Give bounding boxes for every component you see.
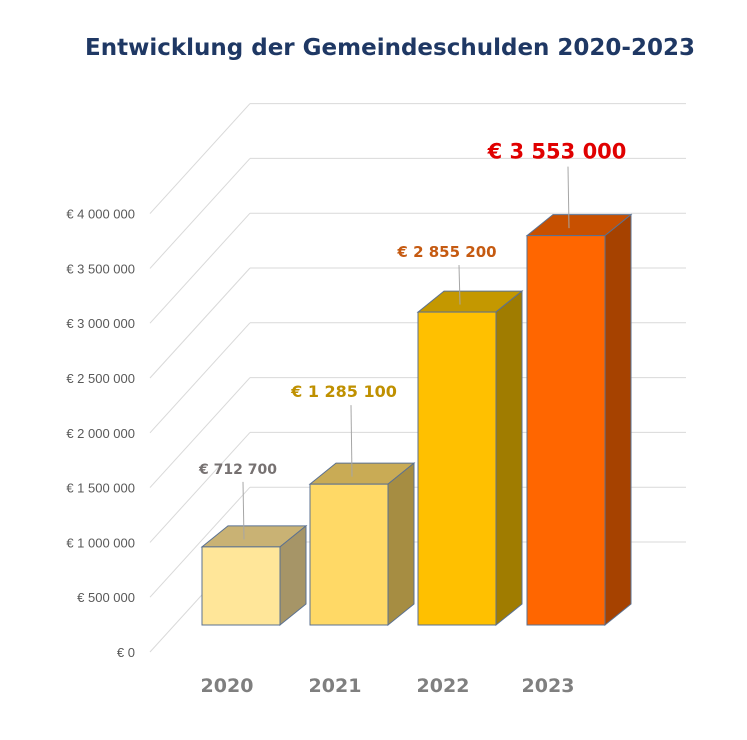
data-label-leader [567, 166, 570, 229]
data-label-2023: € 3 553 000 [487, 140, 627, 164]
gridline-diagonal [149, 103, 251, 214]
x-axis: 2020 2021 2022 2023 [201, 675, 575, 697]
bar-side-face [387, 462, 415, 627]
gridline-diagonal [149, 377, 251, 488]
y-tick-label: € 1 500 000 [66, 481, 135, 496]
data-label-leader [458, 265, 461, 305]
y-tick-label: € 3 000 000 [66, 316, 135, 331]
gridline-diagonal [149, 432, 251, 543]
bar-2020 [200, 524, 308, 627]
y-tick-label: € 2 000 000 [66, 426, 135, 441]
gridline-diagonal [149, 158, 251, 269]
chart-title: Entwicklung der Gemeindeschulden 2020-20… [85, 35, 695, 61]
gridline-diagonal [149, 212, 251, 324]
gridline-diagonal [149, 267, 251, 379]
data-label-2020: € 712 700 [198, 462, 277, 478]
data-labels: € 712 700 € 1 285 100 € 2 855 200 € 3 553 0… [198, 140, 626, 540]
x-tick-label: 2021 [309, 675, 362, 697]
bar-2023 [525, 213, 633, 627]
y-tick-label: € 3 500 000 [66, 261, 135, 276]
y-tick-label: € 0 [117, 645, 135, 660]
bar-front-face [526, 235, 606, 626]
data-label-leader [350, 405, 353, 477]
x-tick-label: 2023 [522, 675, 575, 697]
bars [200, 213, 633, 627]
data-label-leader [242, 481, 245, 540]
bar-side-face [495, 290, 523, 627]
gridline-diagonal [149, 322, 251, 434]
bar-2021 [308, 462, 416, 627]
bar-front-face [309, 483, 389, 626]
bar-side-face [604, 213, 632, 627]
y-tick-label: € 2 500 000 [66, 371, 135, 386]
bar-front-face [201, 546, 281, 626]
gridline-diagonal [149, 486, 251, 598]
x-tick-label: 2020 [201, 675, 254, 697]
y-tick-label: € 4 000 000 [66, 207, 135, 222]
data-label-2022: € 2 855 200 [396, 243, 496, 261]
x-tick-label: 2022 [417, 675, 470, 697]
bar-2022 [416, 290, 524, 627]
data-label-2021: € 1 285 100 [290, 382, 397, 401]
y-axis: € 0 € 500 000 € 1 000 000 € 1 500 000 € 2 00… [66, 207, 135, 660]
bar-front-face [417, 311, 497, 626]
y-tick-label: € 1 000 000 [66, 535, 135, 550]
y-tick-label: € 500 000 [77, 590, 135, 605]
